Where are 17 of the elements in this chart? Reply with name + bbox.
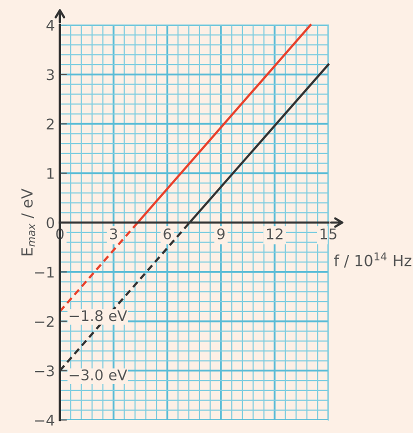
y-tick-label: 4 xyxy=(46,20,54,31)
annotation: −3.0 eV xyxy=(70,369,128,380)
y-tick-label: 3 xyxy=(46,69,54,80)
y-tick-label: −2 xyxy=(35,316,54,327)
annotation: −1.8 eV xyxy=(70,310,128,322)
y-tick-label: −3 xyxy=(35,365,54,376)
y-tick-label: 1 xyxy=(47,168,54,179)
y-tick-label: −4 xyxy=(35,414,54,426)
x-tick-label: 9 xyxy=(217,228,225,240)
y-tick-label: 2 xyxy=(46,118,54,130)
y-tick-label: 0 xyxy=(46,217,54,228)
x-axis-title: f / 10$^{14}$ Hz xyxy=(334,252,412,268)
y-axis-title: E$_{max}$ / eV xyxy=(21,188,36,256)
x-tick-label: 6 xyxy=(164,228,171,240)
y-tick-label: −1 xyxy=(35,266,54,278)
x-tick-label: 3 xyxy=(110,228,118,240)
x-tick-label: 12 xyxy=(266,228,282,240)
